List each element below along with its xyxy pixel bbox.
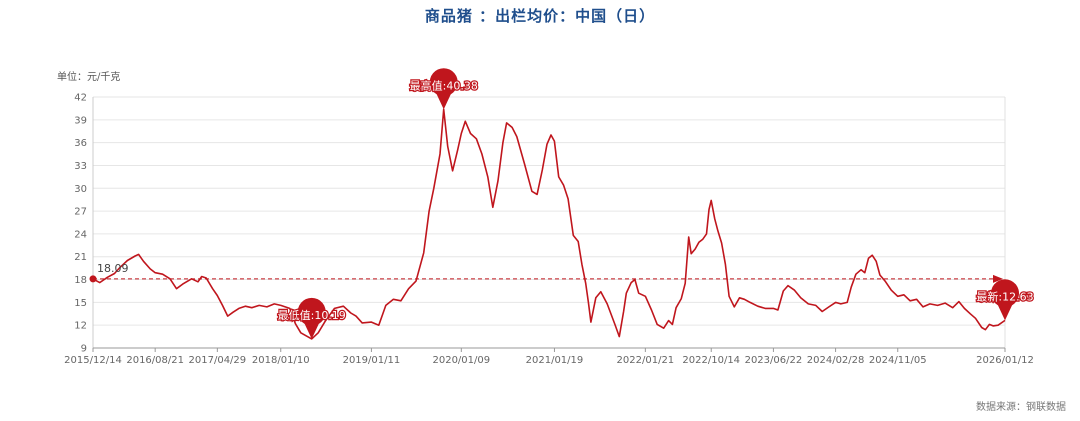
- x-tick-label: 2021/01/19: [526, 355, 584, 366]
- reference-arrow-icon: [993, 274, 1003, 283]
- min-value-pin-icon: [297, 297, 326, 339]
- y-tick-label: 39: [74, 115, 87, 126]
- x-tick-label: 2015/12/14: [64, 355, 122, 366]
- chart-title: 商品猪 ：出栏均价：中国（日）: [424, 7, 656, 25]
- max-value-pin-icon: [429, 68, 458, 110]
- data-source: 数据来源：钢联数据: [976, 402, 1066, 413]
- x-tick-label: 2019/01/11: [343, 355, 401, 366]
- y-tick-label: 15: [74, 298, 87, 309]
- x-tick-label: 2020/01/09: [432, 355, 490, 366]
- x-tick-label: 2024/02/28: [807, 355, 865, 366]
- max-value-label: 最高值:40.38: [410, 78, 478, 92]
- start-value-label: 18.09: [97, 262, 129, 275]
- min-value-label: 最低值:10.19: [278, 309, 346, 322]
- y-tick-label: 18: [74, 275, 87, 286]
- y-tick-label: 24: [74, 229, 87, 240]
- x-tick-label: 2022/10/14: [682, 355, 740, 366]
- x-tick-label: 2016/08/21: [126, 355, 184, 366]
- start-point-marker: [89, 275, 97, 283]
- latest-value-label: 最新:12.63: [976, 289, 1033, 303]
- series-line: [92, 108, 1006, 340]
- latest-value-pin-icon: [991, 279, 1020, 321]
- y-tick-label: 30: [74, 184, 87, 195]
- y-tick-label: 12: [74, 321, 87, 332]
- x-tick-label: 2024/11/05: [869, 355, 927, 366]
- x-tick-label: 2017/04/29: [189, 355, 247, 366]
- y-tick-label: 42: [74, 93, 87, 104]
- y-tick-label: 27: [74, 207, 87, 218]
- y-tick-label: 21: [74, 252, 87, 263]
- x-tick-label: 2026/01/12: [976, 355, 1034, 366]
- unit-label: 单位：元/千克: [57, 72, 121, 83]
- x-tick-label: 2018/01/10: [252, 355, 310, 366]
- y-tick-label: 36: [74, 138, 87, 149]
- x-tick-label: 2022/01/21: [617, 355, 675, 366]
- x-tick-label: 2023/06/22: [745, 355, 803, 366]
- y-tick-label: 9: [81, 344, 87, 355]
- y-tick-label: 33: [74, 161, 87, 172]
